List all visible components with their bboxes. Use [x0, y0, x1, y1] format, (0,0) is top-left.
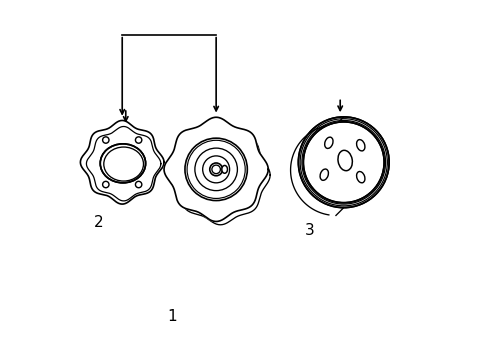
Circle shape — [102, 137, 109, 143]
Circle shape — [298, 117, 388, 208]
Ellipse shape — [100, 144, 145, 183]
Text: 1: 1 — [167, 309, 176, 324]
Ellipse shape — [324, 137, 332, 148]
Text: 2: 2 — [94, 215, 104, 230]
Circle shape — [303, 122, 384, 203]
Circle shape — [135, 137, 142, 143]
Ellipse shape — [337, 150, 352, 171]
Circle shape — [209, 163, 222, 176]
Ellipse shape — [356, 140, 364, 151]
Circle shape — [102, 181, 109, 188]
Circle shape — [135, 181, 142, 188]
Polygon shape — [163, 117, 268, 221]
Text: 3: 3 — [305, 224, 314, 238]
Ellipse shape — [356, 171, 364, 183]
Ellipse shape — [222, 166, 227, 173]
Circle shape — [184, 138, 247, 201]
Ellipse shape — [320, 169, 328, 180]
